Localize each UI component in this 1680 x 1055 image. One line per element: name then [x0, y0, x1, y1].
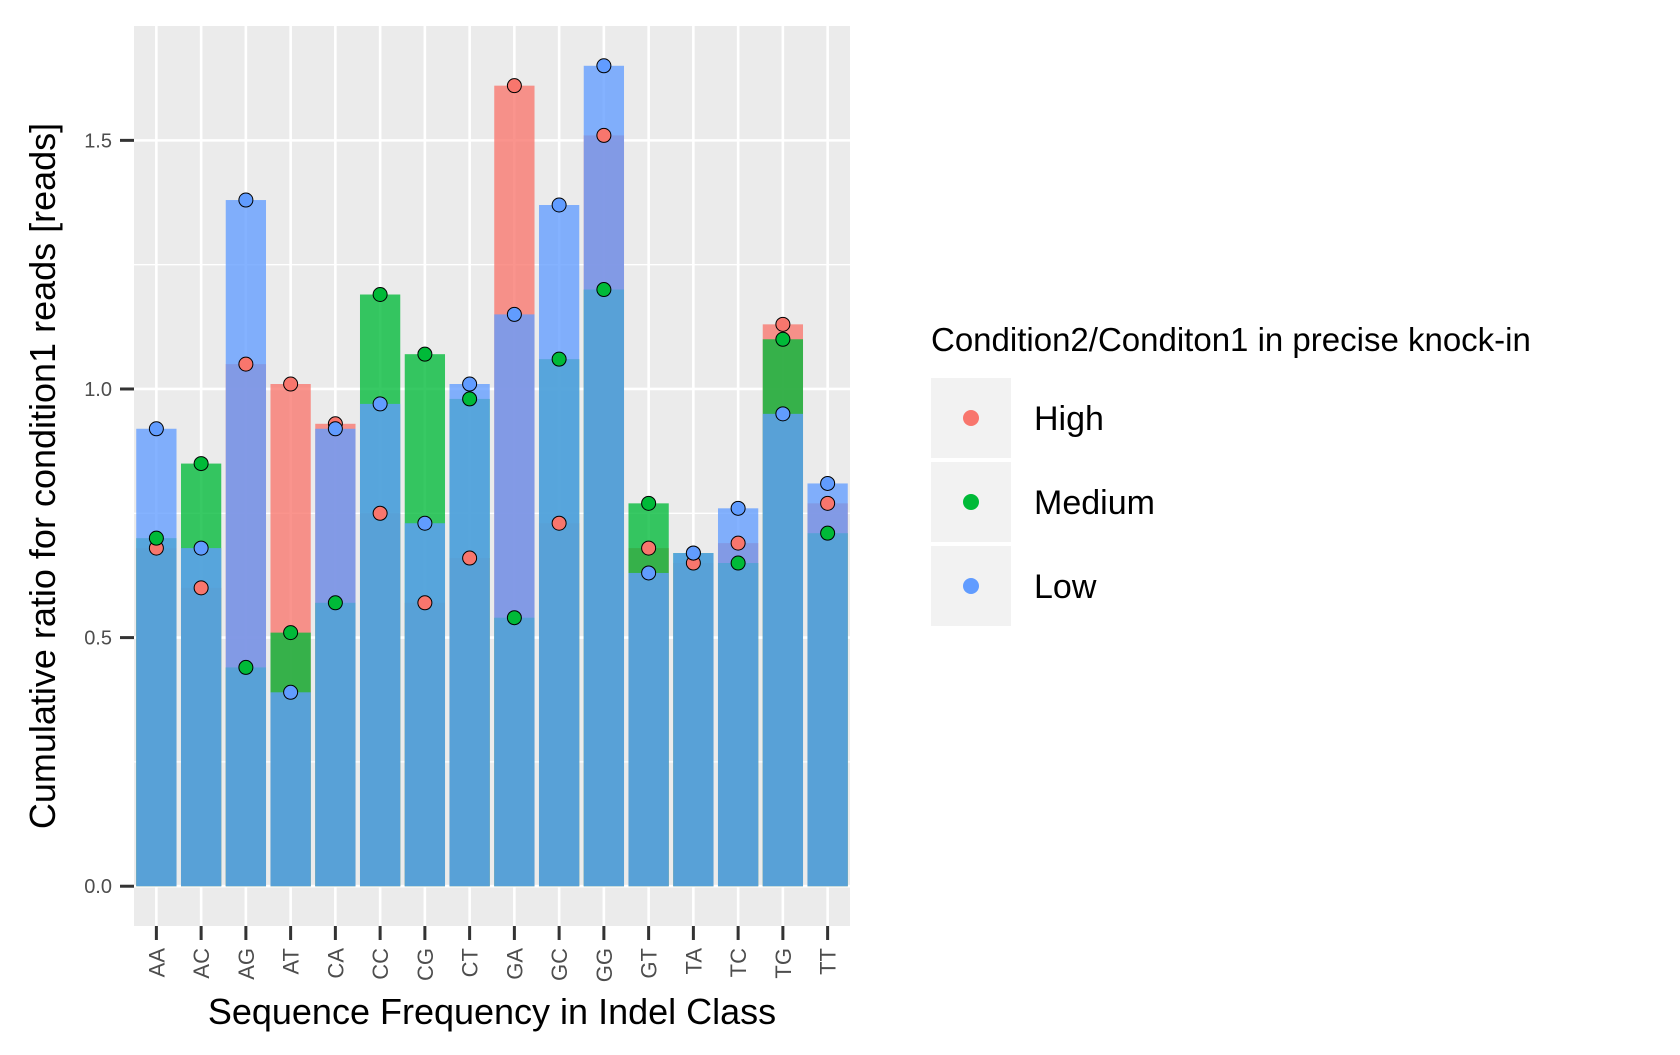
point-medium-CA — [327, 595, 343, 611]
point-medium-TT — [820, 525, 836, 541]
point-high-AG — [238, 356, 254, 372]
point-high-CG — [417, 595, 433, 611]
legend-swatch-high — [963, 410, 979, 426]
point-high-GT — [641, 540, 657, 556]
point-high-TT — [820, 495, 836, 511]
point-medium-TC — [730, 555, 746, 571]
x-tick-label: AT — [279, 948, 304, 974]
x-axis: AA AC AG AT CA CC CG CT GA GC GG GT TA TC TG TT — [144, 926, 841, 982]
legend-label-high: High — [1034, 400, 1104, 438]
x-tick-label: CC — [368, 948, 393, 980]
point-medium-AT — [283, 625, 299, 641]
x-tick-label: AC — [189, 948, 214, 979]
x-tick-label: AG — [234, 948, 259, 980]
bar-low-TG — [762, 413, 804, 887]
bar-low-AT — [270, 692, 311, 887]
point-medium-AG — [238, 659, 254, 675]
point-high-GA — [506, 78, 522, 94]
bar-low-TC — [717, 508, 759, 887]
point-high-AC — [193, 580, 209, 596]
point-high-GC — [551, 515, 567, 531]
bar-low-AG — [225, 200, 267, 887]
legend-label-medium: Medium — [1034, 484, 1155, 522]
x-tick-label: GG — [592, 948, 617, 982]
x-tick-label: AA — [144, 948, 169, 978]
point-high-GG — [596, 127, 612, 143]
point-low-AT — [283, 684, 299, 700]
legend-label-low: Low — [1034, 568, 1097, 606]
point-medium-GA — [506, 610, 522, 626]
point-medium-CC — [372, 287, 388, 303]
point-medium-GG — [596, 282, 612, 298]
bar-low-GA — [494, 314, 535, 887]
point-medium-CG — [417, 346, 433, 362]
x-tick-label: CA — [323, 948, 348, 979]
x-tick-label: GA — [502, 948, 527, 980]
point-low-GC — [551, 197, 567, 213]
point-low-AA — [148, 421, 164, 437]
point-low-TA — [685, 545, 701, 561]
x-tick-label: GC — [547, 948, 572, 981]
y-tick-label: 0.0 — [84, 876, 112, 898]
point-low-TT — [820, 475, 836, 491]
point-low-TG — [775, 406, 791, 422]
y-axis: 0.0 0.5 1.0 1.5 — [84, 130, 134, 898]
legend-swatch-low — [963, 578, 979, 594]
bar-low-TT — [807, 483, 848, 887]
point-low-GA — [506, 306, 522, 322]
point-high-TC — [730, 535, 746, 551]
point-low-GG — [596, 58, 612, 74]
bar-low-TA — [673, 553, 714, 887]
x-tick-label: TA — [681, 948, 706, 975]
x-tick-label: CT — [458, 948, 483, 977]
x-tick-label: TG — [771, 948, 796, 979]
point-low-CT — [462, 376, 478, 392]
point-medium-CT — [462, 391, 478, 407]
bar-low-GC — [538, 205, 580, 887]
point-high-CT — [462, 550, 478, 566]
point-medium-AC — [193, 456, 209, 472]
point-low-CC — [372, 396, 388, 412]
x-tick-label: GT — [637, 948, 662, 979]
point-low-TC — [730, 500, 746, 516]
x-tick-label: TC — [726, 948, 751, 977]
y-tick-label: 0.5 — [84, 628, 112, 650]
bar-low-AA — [136, 428, 177, 887]
point-low-CG — [417, 515, 433, 531]
point-medium-TG — [775, 331, 791, 347]
point-high-TG — [775, 316, 791, 332]
point-low-AC — [193, 540, 209, 556]
bars — [136, 65, 848, 887]
points — [148, 58, 836, 700]
x-tick-label: TT — [816, 948, 841, 975]
bar-low-CG — [404, 523, 446, 887]
point-medium-GC — [551, 351, 567, 367]
point-high-AT — [283, 376, 299, 392]
legend-swatch-medium — [963, 494, 979, 510]
y-axis-title: Cumulative ratio for condition1 reads [r… — [22, 123, 63, 829]
point-low-CA — [327, 421, 343, 437]
bar-low-GG — [583, 65, 625, 887]
y-tick-label: 1.5 — [84, 130, 112, 152]
legend: Condition2/Conditon1 in precise knock-in… — [931, 321, 1531, 626]
legend-title: Condition2/Conditon1 in precise knock-in — [931, 321, 1531, 358]
point-medium-GT — [641, 495, 657, 511]
point-medium-AA — [148, 530, 164, 546]
y-tick-label: 1.0 — [84, 379, 112, 401]
point-high-CC — [372, 505, 388, 521]
bar-low-AC — [180, 548, 222, 887]
point-low-AG — [238, 192, 254, 208]
x-tick-label: CG — [413, 948, 438, 981]
point-low-GT — [641, 565, 657, 581]
x-axis-title: Sequence Frequency in Indel Class — [208, 991, 776, 1032]
bar-low-CC — [359, 403, 401, 887]
bar-low-GT — [628, 572, 669, 887]
bar-low-CA — [315, 428, 356, 887]
bar-low-CT — [449, 384, 490, 887]
